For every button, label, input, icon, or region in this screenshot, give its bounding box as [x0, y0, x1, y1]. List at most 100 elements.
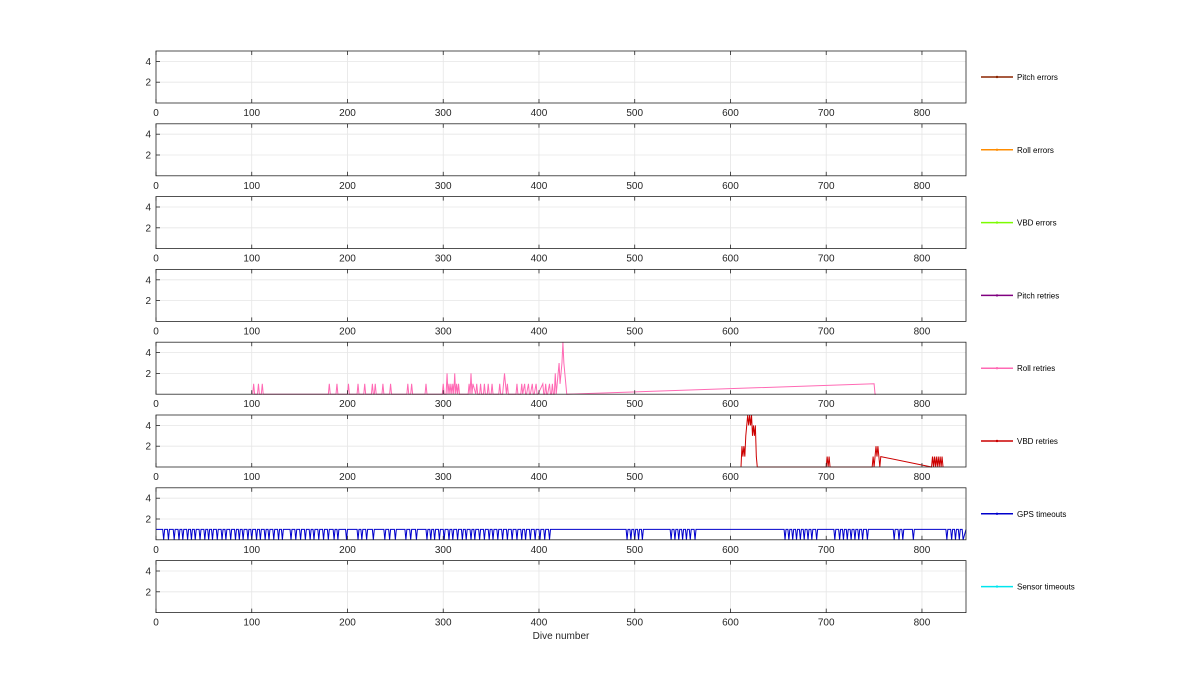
y-tick-label-0: 2	[145, 78, 151, 89]
x-tick-label-4: 400	[531, 472, 548, 483]
legend-marker-2	[995, 221, 999, 224]
x-tick-label-4: 400	[531, 399, 548, 410]
x-tick-label-6: 600	[722, 254, 739, 265]
x-tick-label-7: 700	[818, 618, 835, 629]
x-tick-label-2: 200	[339, 326, 356, 337]
legend-marker-5	[995, 439, 999, 443]
legend-label-5: VBD retries	[1017, 437, 1058, 446]
x-tick-label-8: 800	[914, 399, 931, 410]
x-tick-label-6: 600	[722, 545, 739, 556]
legend-label-0: Pitch errors	[1017, 73, 1058, 82]
x-tick-label-7: 700	[818, 108, 835, 119]
x-tick-label-6: 600	[722, 108, 739, 119]
y-tick-label-1: 4	[145, 421, 151, 432]
x-tick-label-1: 100	[243, 181, 260, 192]
x-tick-label-7: 700	[818, 254, 835, 265]
x-tick-label-3: 300	[435, 399, 452, 410]
x-tick-label-5: 500	[626, 399, 643, 410]
x-tick-label-2: 200	[339, 545, 356, 556]
x-tick-label-6: 600	[722, 618, 739, 629]
axes-box-1	[155, 123, 967, 177]
x-tick-label-2: 200	[339, 472, 356, 483]
panel-7: 0 100 200 300 400 500 600 700 800 2 4 Sensor timeou…	[145, 560, 1075, 629]
x-tick-label-2: 200	[339, 181, 356, 192]
x-tick-label-3: 300	[435, 326, 452, 337]
legend-label-3: Pitch retries	[1017, 291, 1059, 300]
axes-box-7	[155, 560, 967, 613]
y-tick-label-0: 2	[145, 587, 151, 598]
legend-label-4: Roll retries	[1017, 364, 1055, 373]
x-tick-label-0: 0	[153, 254, 159, 265]
x-tick-label-1: 100	[243, 108, 260, 119]
legend-marker-6	[995, 512, 999, 515]
x-tick-label-1: 100	[243, 472, 260, 483]
axes-box-4	[155, 341, 967, 395]
x-tick-label-1: 100	[243, 254, 260, 265]
x-tick-label-5: 500	[626, 472, 643, 483]
x-tick-label-8: 800	[914, 472, 931, 483]
x-tick-label-5: 500	[626, 618, 643, 629]
x-tick-label-3: 300	[435, 108, 452, 119]
y-tick-label-1: 4	[145, 203, 151, 214]
x-tick-label-8: 800	[914, 618, 931, 629]
x-tick-label-3: 300	[435, 545, 452, 556]
legend-marker-1	[995, 148, 999, 151]
x-tick-label-0: 0	[153, 181, 159, 192]
axes-box-5	[155, 414, 967, 468]
x-tick-label-5: 500	[626, 326, 643, 337]
series-line-4	[252, 342, 876, 395]
axes-box-2	[155, 196, 967, 250]
axes-box-3	[155, 268, 967, 322]
x-tick-label-2: 200	[339, 618, 356, 629]
panel-6: 0 100 200 300 400 500 600 700 800 2 4 GPS timeouts	[145, 487, 1066, 556]
x-tick-label-7: 700	[818, 181, 835, 192]
y-tick-label-1: 4	[145, 567, 151, 578]
x-tick-label-4: 400	[531, 181, 548, 192]
x-tick-label-8: 800	[914, 254, 931, 265]
y-tick-label-1: 4	[145, 57, 151, 68]
y-tick-label-1: 4	[145, 275, 151, 286]
legend-marker-7	[995, 585, 999, 588]
y-tick-label-0: 2	[145, 515, 151, 526]
y-tick-label-1: 4	[145, 130, 151, 141]
panel-4: 0 100 200 300 400 500 600 700 800 2 4 Roll retries	[145, 341, 1055, 410]
x-tick-label-3: 300	[435, 618, 452, 629]
x-tick-label-2: 200	[339, 108, 356, 119]
x-tick-label-0: 0	[153, 326, 159, 337]
panel-0: 0 100 200 300 400 500 600 700 800 2 4 Pitch errors	[145, 50, 1058, 119]
series-line-5	[740, 414, 944, 468]
x-tick-label-5: 500	[626, 254, 643, 265]
x-tick-label-6: 600	[722, 399, 739, 410]
y-tick-label-1: 4	[145, 494, 151, 505]
x-tick-label-4: 400	[531, 618, 548, 629]
y-tick-label-0: 2	[145, 223, 151, 234]
legend-label-1: Roll errors	[1017, 146, 1054, 155]
x-axis-label: Dive number	[533, 631, 590, 642]
x-tick-label-2: 200	[339, 254, 356, 265]
x-tick-label-7: 700	[818, 326, 835, 337]
x-tick-label-3: 300	[435, 181, 452, 192]
x-tick-label-6: 600	[722, 472, 739, 483]
x-tick-label-0: 0	[153, 399, 159, 410]
panel-1: 0 100 200 300 400 500 600 700 800 2 4 Roll errors	[145, 123, 1054, 192]
x-tick-label-8: 800	[914, 326, 931, 337]
x-tick-label-8: 800	[914, 108, 931, 119]
axes-box-0	[155, 50, 967, 104]
legend-marker-0	[995, 75, 999, 79]
x-tick-label-0: 0	[153, 618, 159, 629]
x-tick-label-4: 400	[531, 545, 548, 556]
legend-marker-3	[995, 294, 999, 297]
legend-label-7: Sensor timeouts	[1017, 583, 1075, 592]
x-tick-label-3: 300	[435, 472, 452, 483]
x-tick-label-8: 800	[914, 181, 931, 192]
x-tick-label-2: 200	[339, 399, 356, 410]
legend-marker-4	[995, 367, 999, 370]
x-tick-label-1: 100	[243, 618, 260, 629]
x-tick-label-5: 500	[626, 108, 643, 119]
x-tick-label-7: 700	[818, 545, 835, 556]
series-line-6	[156, 528, 967, 540]
x-tick-label-7: 700	[818, 472, 835, 483]
x-tick-label-8: 800	[914, 545, 931, 556]
x-tick-label-0: 0	[153, 472, 159, 483]
